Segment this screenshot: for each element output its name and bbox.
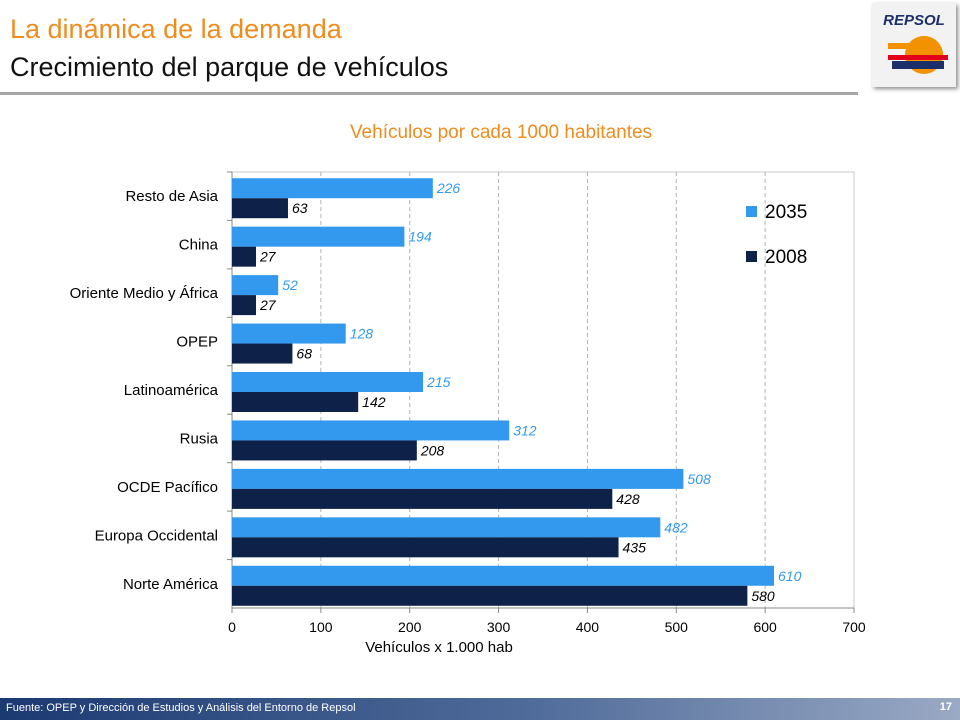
chart-title: Vehículos por cada 1000 habitantes xyxy=(349,122,653,143)
bar-2035 xyxy=(232,468,684,489)
category-label: Latinoamérica xyxy=(124,382,219,399)
x-tick-label: 500 xyxy=(665,619,689,635)
bar-2035 xyxy=(232,420,510,441)
category-label: Oriente Medio y África xyxy=(70,285,219,302)
bar-2035 xyxy=(232,226,405,247)
bar-2035 xyxy=(232,565,775,586)
bar-2035 xyxy=(232,372,424,392)
category-label: Norte América xyxy=(123,576,219,593)
x-tick-label: 600 xyxy=(753,619,777,635)
legend-swatch-2035 xyxy=(746,206,757,217)
bar-chart: 0 100 200 300 400 500 600 700 Vehículos x 1.000 … xyxy=(70,171,866,656)
bar-2008 xyxy=(232,392,359,412)
data-label-2035: 194 xyxy=(408,229,432,245)
data-label-2035: 128 xyxy=(350,326,374,342)
data-label-2035: 482 xyxy=(664,519,688,535)
x-tick-label: 700 xyxy=(842,619,866,635)
bar-2008 xyxy=(232,537,619,558)
category-label: OPEP xyxy=(176,334,218,351)
bar-2008 xyxy=(232,343,293,364)
data-label-2008: 27 xyxy=(259,297,277,313)
category-label: Europa Occidental xyxy=(95,527,218,544)
x-tick-label: 400 xyxy=(576,619,600,635)
data-label-2008: 435 xyxy=(623,539,647,555)
data-label-2035: 52 xyxy=(282,277,298,293)
category-label: OCDE Pacífico xyxy=(117,479,218,496)
legend-swatch-2008 xyxy=(746,251,757,262)
data-label-2008: 208 xyxy=(420,442,445,458)
data-label-2035: 508 xyxy=(687,471,711,487)
x-axis-title: Vehículos x 1.000 hab xyxy=(365,639,513,656)
header-divider xyxy=(0,92,858,95)
bar-2008 xyxy=(232,440,417,461)
repsol-logo: REPSOL xyxy=(872,3,956,87)
data-label-2035: 215 xyxy=(426,374,451,390)
data-label-2035: 312 xyxy=(513,422,537,438)
legend-label-2008: 2008 xyxy=(765,247,807,268)
x-tick-label: 0 xyxy=(228,619,236,635)
source-note: Fuente: OPEP y Dirección de Estudios y A… xyxy=(6,702,356,714)
page-number: 17 xyxy=(939,701,952,713)
data-label-2008: 580 xyxy=(751,588,775,604)
category-label: Resto de Asia xyxy=(125,188,218,205)
x-tick-label: 300 xyxy=(487,619,511,635)
data-label-2008: 27 xyxy=(259,249,277,265)
x-tick-label: 200 xyxy=(398,619,422,635)
slide-subtitle: Crecimiento del parque de vehículos xyxy=(10,52,449,82)
data-label-2035: 610 xyxy=(778,568,802,584)
bar-2008 xyxy=(232,585,748,606)
data-label-2008: 142 xyxy=(362,394,386,410)
legend-label-2035: 2035 xyxy=(765,202,807,223)
bar-2008 xyxy=(232,198,288,219)
bar-2008 xyxy=(232,246,256,267)
bar-2035 xyxy=(232,178,433,199)
bar-2035 xyxy=(232,275,279,296)
bar-2008 xyxy=(232,488,613,509)
bar-2035 xyxy=(232,323,346,344)
bar-2035 xyxy=(232,517,661,538)
data-label-2008: 428 xyxy=(616,491,640,507)
logo-wordmark: REPSOL xyxy=(883,12,945,29)
data-label-2035: 226 xyxy=(436,180,461,196)
footer-bar: Fuente: OPEP y Dirección de Estudios y A… xyxy=(0,698,960,720)
category-label: China xyxy=(179,237,219,254)
category-label: Rusia xyxy=(180,430,219,447)
data-label-2008: 63 xyxy=(292,200,308,216)
data-label-2008: 68 xyxy=(296,346,312,362)
slide-title: La dinámica de la demanda xyxy=(10,14,342,44)
x-tick-label: 100 xyxy=(309,619,333,635)
bar-2008 xyxy=(232,295,256,316)
